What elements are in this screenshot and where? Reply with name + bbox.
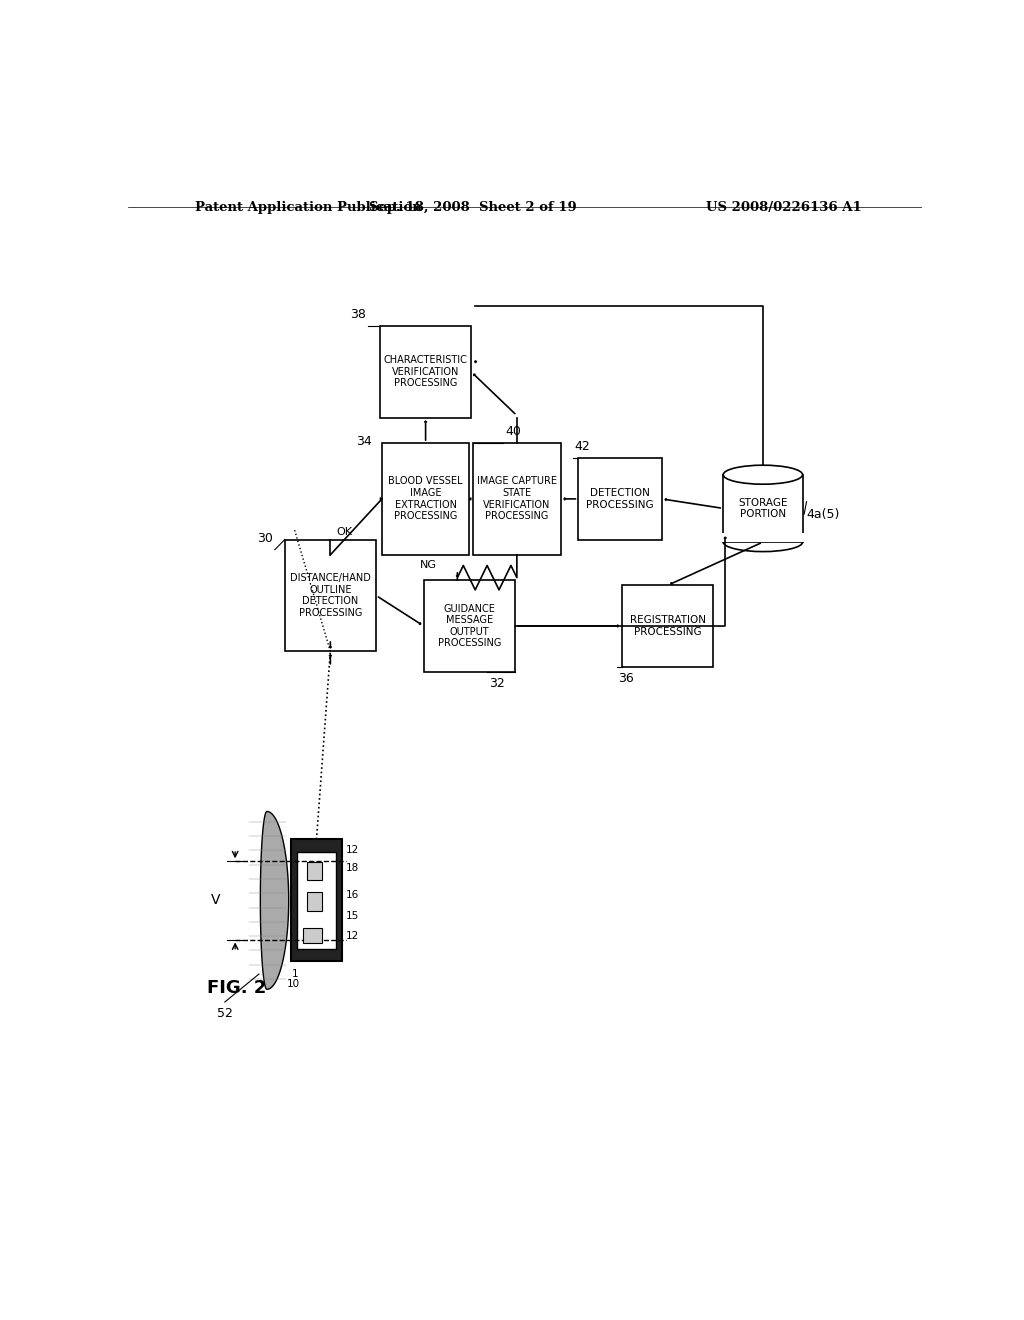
- Bar: [622, 585, 714, 667]
- Text: FIG. 2: FIG. 2: [207, 979, 266, 997]
- Bar: [424, 581, 515, 672]
- Text: 32: 32: [489, 677, 505, 690]
- Text: OK: OK: [337, 527, 352, 537]
- Text: 16: 16: [346, 890, 359, 900]
- Text: REGISTRATION
PROCESSING: REGISTRATION PROCESSING: [630, 615, 706, 636]
- Text: GUIDANCE
MESSAGE
OUTPUT
PROCESSING: GUIDANCE MESSAGE OUTPUT PROCESSING: [437, 603, 501, 648]
- Text: 4a(5): 4a(5): [807, 508, 840, 520]
- Text: NG: NG: [420, 560, 436, 570]
- Text: 38: 38: [350, 308, 367, 321]
- Text: 40: 40: [505, 425, 521, 438]
- Text: 30: 30: [257, 532, 273, 545]
- Polygon shape: [260, 812, 289, 989]
- Text: STORAGE
PORTION: STORAGE PORTION: [738, 498, 787, 519]
- Text: DETECTION
PROCESSING: DETECTION PROCESSING: [586, 488, 654, 510]
- Bar: [291, 840, 342, 961]
- Bar: [306, 892, 323, 911]
- Bar: [297, 851, 336, 949]
- Bar: [380, 326, 471, 417]
- Bar: [473, 444, 560, 554]
- Text: 12: 12: [346, 931, 359, 941]
- Bar: [303, 928, 323, 942]
- Text: 42: 42: [574, 440, 591, 453]
- Bar: [723, 475, 803, 543]
- Text: 1: 1: [292, 969, 299, 978]
- Text: IMAGE CAPTURE
STATE
VERIFICATION
PROCESSING: IMAGE CAPTURE STATE VERIFICATION PROCESS…: [477, 477, 557, 521]
- Text: DISTANCE/HAND
OUTLINE
DETECTION
PROCESSING: DISTANCE/HAND OUTLINE DETECTION PROCESSI…: [290, 573, 371, 618]
- Text: 36: 36: [618, 672, 634, 685]
- Text: 12: 12: [346, 845, 359, 854]
- Text: 52: 52: [217, 1007, 232, 1020]
- Text: 18: 18: [346, 863, 359, 873]
- Text: 15: 15: [346, 911, 359, 920]
- Bar: [285, 540, 376, 651]
- Text: CHARACTERISTIC
VERIFICATION
PROCESSING: CHARACTERISTIC VERIFICATION PROCESSING: [384, 355, 468, 388]
- Text: 34: 34: [356, 436, 372, 447]
- Text: BLOOD VESSEL
IMAGE
EXTRACTION
PROCESSING: BLOOD VESSEL IMAGE EXTRACTION PROCESSING: [388, 477, 463, 521]
- Text: V: V: [211, 894, 221, 907]
- Text: Patent Application Publication: Patent Application Publication: [196, 201, 422, 214]
- Ellipse shape: [723, 532, 803, 552]
- Text: Sep. 18, 2008  Sheet 2 of 19: Sep. 18, 2008 Sheet 2 of 19: [370, 201, 578, 214]
- Text: US 2008/0226136 A1: US 2008/0226136 A1: [707, 201, 862, 214]
- Bar: [306, 862, 323, 880]
- Bar: [579, 458, 662, 540]
- Bar: [722, 532, 804, 543]
- Ellipse shape: [723, 465, 803, 484]
- Text: 10: 10: [287, 978, 300, 989]
- Bar: [382, 444, 469, 554]
